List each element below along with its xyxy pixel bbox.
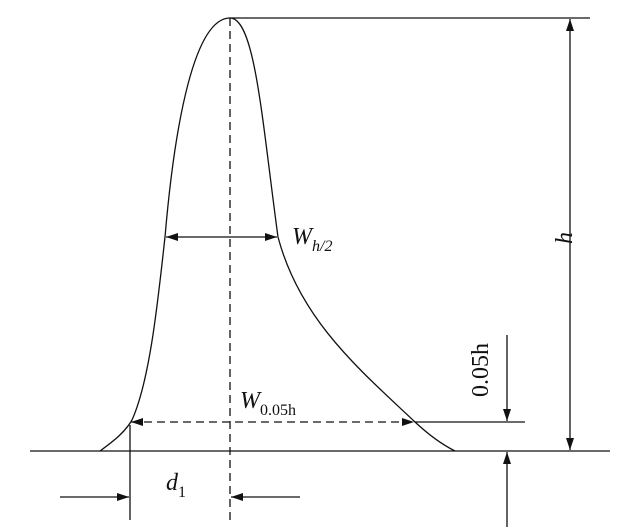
peak-curve xyxy=(99,17,456,452)
base-width-label: W0.05h xyxy=(240,388,296,419)
height-label: h xyxy=(552,232,578,244)
level-label: 0.05h xyxy=(468,343,494,397)
front-distance-label: d1 xyxy=(166,470,186,501)
half-width-label: Wh/2 xyxy=(292,224,332,255)
